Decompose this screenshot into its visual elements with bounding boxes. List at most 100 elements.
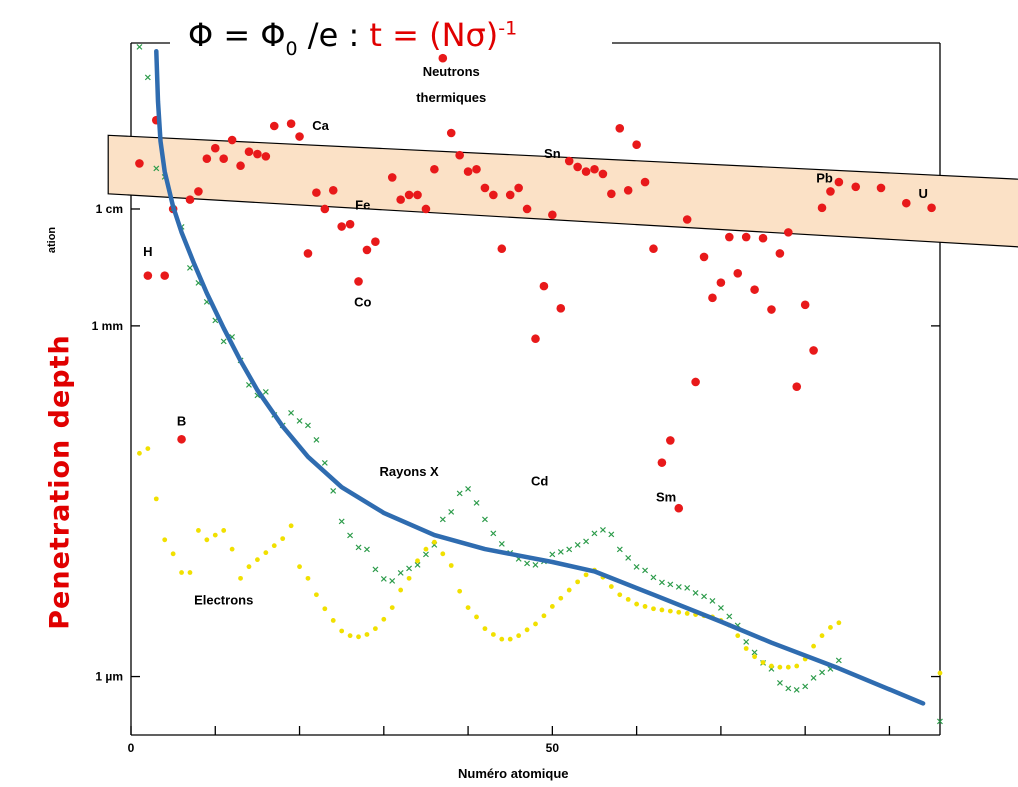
electrons-point [634, 601, 640, 607]
neutrons-thermiques-point [244, 147, 254, 157]
electrons-point [398, 587, 404, 593]
electrons-point [246, 564, 252, 570]
neutrons-thermiques-point [371, 237, 380, 247]
rayons-x-point: × [616, 545, 624, 556]
neutrons-thermiques-point [741, 232, 751, 242]
neutrons-thermiques-point [556, 304, 566, 313]
rayons-x-point: × [422, 549, 430, 560]
annotation-label: B [177, 414, 186, 429]
electrons-point [415, 558, 420, 564]
rayons-x-point: × [641, 566, 649, 577]
neutrons-thermiques-point [362, 245, 372, 255]
rayons-x-point: × [194, 278, 202, 289]
rayons-x-point: × [818, 667, 826, 678]
rayons-x-point: × [582, 536, 590, 547]
neutrons-thermiques-point [185, 195, 195, 204]
neutrons-thermiques-point [539, 281, 549, 291]
rayons-x-point: × [666, 580, 674, 591]
neutrons-thermiques-point [328, 185, 338, 195]
rayons-x-point: × [573, 540, 581, 551]
rayons-x-point: × [413, 560, 421, 571]
electrons-point [549, 604, 555, 609]
neutrons-thermiques-point [826, 187, 835, 196]
rayons-x-point: × [329, 486, 337, 497]
electrons-point [617, 592, 623, 598]
annotation-label: Co [354, 295, 371, 310]
electrons-point [347, 633, 353, 639]
electrons-point [238, 575, 243, 581]
formula-over-e: /e : [297, 16, 370, 54]
rayons-x-point: × [287, 408, 295, 419]
rayons-x-point: × [700, 591, 708, 602]
electrons-point [271, 543, 277, 549]
neutrons-thermiques-point [615, 124, 625, 133]
neutrons-thermiques-point [253, 149, 262, 159]
neutrons-thermiques-point [767, 305, 776, 314]
highlight-band [107, 134, 1018, 248]
neutrons-thermiques-point [809, 346, 818, 355]
neutrons-thermiques-point [548, 210, 557, 220]
neutrons-thermiques-point [227, 135, 237, 145]
electrons-point [457, 588, 463, 594]
rayons-x-point: × [498, 539, 506, 550]
neutrons-thermiques-point [514, 183, 523, 193]
electrons-point [760, 660, 766, 665]
electrons-point [474, 614, 479, 620]
rayons-x-point: × [675, 582, 683, 593]
electrons-point [322, 606, 328, 612]
neutrons-thermiques-point [691, 377, 700, 387]
x-tick-label: 0 [128, 741, 135, 755]
neutrons-thermiques-point [210, 143, 220, 153]
neutrons-thermiques-point [531, 334, 540, 344]
neutrons-thermiques-point [590, 164, 599, 174]
electrons-point [406, 575, 412, 581]
rayons-x-point: × [388, 576, 396, 587]
neutrons-thermiques-point [387, 173, 397, 182]
formula-phi: Φ [188, 16, 214, 54]
electrons-point [836, 620, 842, 626]
neutrons-thermiques-point [480, 183, 490, 193]
electrons-point [651, 606, 656, 612]
rayons-x-point: × [725, 611, 733, 622]
electrons-point [558, 595, 564, 601]
rayons-x-point: × [826, 664, 834, 675]
rayons-x-point: × [632, 562, 640, 573]
neutrons-thermiques-point [632, 140, 641, 149]
formula-equals: = [213, 16, 261, 54]
y-tick-label: 1 µm [95, 670, 123, 684]
neutrons-thermiques-point [750, 285, 759, 294]
rayons-x-point: × [135, 42, 143, 53]
neutrons-thermiques-point [202, 154, 212, 164]
electrons-point [533, 621, 538, 627]
neutrons-thermiques-point [564, 156, 574, 166]
rayons-x-point: × [152, 164, 160, 175]
annotation-label: Pb [816, 171, 833, 186]
annotation-label: Sm [656, 490, 676, 505]
y-axis-label: Penetration depth [44, 334, 76, 630]
neutrons-thermiques-point [143, 271, 153, 280]
neutrons-thermiques-point [657, 458, 667, 467]
neutrons-thermiques-point [489, 190, 498, 200]
annotation-label: Sn [544, 146, 561, 161]
rayons-x-point: × [767, 664, 775, 675]
rayons-x-point: × [464, 484, 472, 495]
electrons-point [339, 628, 345, 634]
rayons-x-point: × [565, 545, 573, 556]
neutrons-thermiques-point [421, 204, 431, 214]
neutrons-thermiques-point [666, 436, 675, 445]
rayons-x-point: × [607, 529, 615, 540]
neutrons-thermiques-point [337, 222, 346, 231]
rayons-x-point: × [936, 716, 944, 727]
electrons-point [448, 563, 454, 568]
rayons-x-point: × [439, 514, 447, 525]
rayons-x-point: × [380, 574, 388, 585]
formula-phi0-subscript: 0 [285, 38, 298, 61]
annotation-label: Ca [312, 118, 329, 133]
x-tick-label: 50 [546, 741, 560, 755]
electrons-point [153, 496, 159, 502]
rayons-x-point: × [683, 583, 691, 594]
rayons-x-point: × [262, 387, 270, 398]
annotation-label: Fe [355, 197, 370, 212]
electrons-point [828, 625, 833, 630]
neutrons-thermiques-point [404, 190, 414, 200]
